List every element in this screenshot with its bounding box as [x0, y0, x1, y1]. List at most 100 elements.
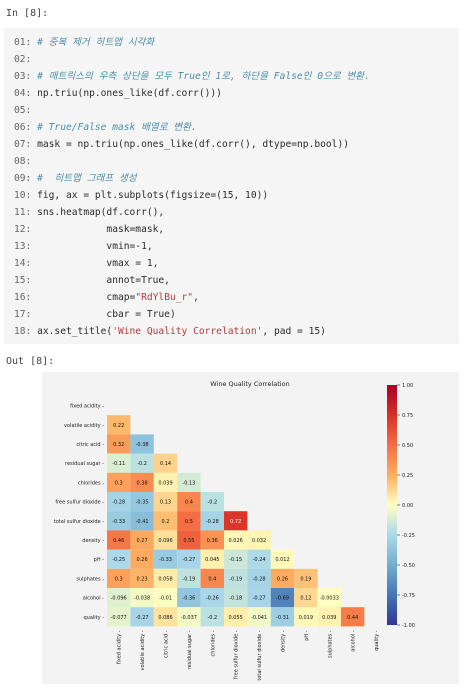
cell-value-label: 0.032	[252, 538, 266, 544]
line-number: 02:	[14, 54, 38, 65]
x-tick-label: citric acid -	[164, 630, 170, 658]
cell-value-label: -0.19	[229, 576, 242, 582]
heatmap-cell	[200, 492, 224, 512]
heatmap-cell	[107, 472, 131, 492]
code-text: annot=True,	[37, 275, 170, 286]
x-tick-label: fixed acidity -	[117, 630, 123, 664]
cell-value-label: 0.4	[185, 500, 193, 506]
heatmap-cell	[130, 549, 154, 569]
cell-value-label: 0.12	[300, 596, 311, 602]
code-line: 01: # 중복 제거 히트맵 시각화	[14, 34, 154, 52]
code-text: vmax = 1,	[37, 258, 159, 269]
code-line: 16: cmap="RdYlBu_r",	[14, 289, 199, 307]
code-line: 11: sns.heatmap(df.corr(),	[14, 204, 164, 222]
colorbar-tick-label: 0.50	[402, 443, 413, 449]
heatmap-cell	[153, 568, 178, 588]
code-text: # True/False mask 배열로 변환.	[37, 122, 197, 133]
line-number: 05:	[14, 105, 38, 116]
cell-value-label: 0.32	[113, 442, 124, 448]
line-number: 15:	[14, 275, 38, 286]
heatmap-cell	[107, 511, 131, 531]
cell-value-label: 0.55	[183, 538, 194, 544]
heatmap-cell	[107, 549, 131, 569]
chart-title: Wine Quality Correlation	[210, 380, 289, 388]
cell-value-label: 0.086	[158, 615, 172, 621]
line-number: 04:	[14, 88, 38, 99]
cell-value-label: 0.26	[277, 576, 288, 582]
cell-value-label: 0.2	[162, 519, 170, 525]
cell-value-label: -0.15	[229, 557, 242, 563]
code-line: 17: cbar = True)	[14, 306, 176, 324]
code-text: cmap="RdYlBu_r",	[37, 292, 199, 303]
heatmap-cell	[224, 568, 248, 588]
code-text: fig, ax = plt.subplots(figsize=(15, 10))	[37, 190, 269, 201]
heatmap-cell	[177, 530, 201, 550]
heatmap-cell	[270, 568, 295, 588]
cell-value-label: 0.19	[300, 576, 311, 582]
cell-value-label: -0.26	[206, 596, 219, 602]
code-cell[interactable]: 01: # 중복 제거 히트맵 시각화 02: 03: # 매트릭스의 우측 상단…	[4, 28, 459, 344]
heatmap-cell	[153, 492, 178, 512]
heatmap-cell	[107, 415, 131, 435]
cell-value-label: 0.3	[115, 480, 123, 486]
y-tick-label: residual sugar -	[65, 461, 104, 467]
colorbar	[387, 385, 397, 625]
heatmap-cell	[200, 568, 224, 588]
cell-value-label: -0.2	[207, 615, 217, 621]
heatmap-cell	[177, 549, 201, 569]
cell-value-label: -0.19	[182, 576, 195, 582]
output-area: Wine Quality Correlation 0.22 0.32 -0.38 -0…	[42, 372, 459, 684]
colorbar-tick-label: 0.25	[402, 473, 413, 479]
x-tick-label: residual sugar -	[187, 630, 193, 669]
line-number: 10:	[14, 190, 38, 201]
heatmap-cell	[107, 607, 131, 627]
cell-value-label: 0.3	[115, 576, 123, 582]
heatmap-cell	[177, 511, 201, 531]
heatmap-cell	[153, 511, 178, 531]
code-text: vmin=-1,	[37, 241, 153, 252]
y-tick-label: citric acid -	[76, 442, 104, 448]
heatmap-cell	[107, 434, 131, 454]
colorbar-tick-label: -1.00	[402, 623, 415, 629]
cell-value-label: -0.037	[181, 615, 197, 621]
heatmap-cell	[130, 588, 154, 608]
cell-value-label: -0.35	[136, 500, 149, 506]
cell-value-label: 0.14	[160, 461, 171, 467]
cell-value-label: -0.27	[136, 615, 149, 621]
code-text: # 히트맵 그래프 생성	[37, 173, 137, 184]
heatmap-cell	[247, 568, 271, 588]
heatmap-cell	[130, 453, 154, 473]
cell-value-label: 0.23	[137, 576, 148, 582]
code-line: 14: vmax = 1,	[14, 255, 158, 273]
cell-value-label: -0.41	[136, 519, 149, 525]
colorbar-tick-label: -0.50	[402, 563, 415, 569]
code-text: mask=mask,	[37, 224, 165, 235]
cell-value-label: 0.055	[229, 615, 243, 621]
cell-value-label: -0.13	[182, 480, 195, 486]
cell-value-label: 0.36	[207, 538, 218, 544]
y-tick-label: volatile acidity -	[64, 423, 104, 429]
code-line: 13: vmin=-1,	[14, 238, 153, 256]
code-line: 07: mask = np.triu(np.ones_like(df.corr(…	[14, 136, 349, 154]
cell-value-label: -0.096	[111, 596, 127, 602]
heatmap-cell	[130, 472, 154, 492]
y-tick-label: sulphates -	[76, 576, 104, 582]
line-number: 18:	[14, 326, 38, 337]
cell-value-label: 0.72	[230, 519, 241, 525]
cell-value-label: -0.38	[136, 442, 149, 448]
x-tick-label: pH -	[304, 630, 310, 641]
heatmap-cell	[107, 568, 131, 588]
code-line: 09: # 히트맵 그래프 생성	[14, 170, 137, 188]
in-prompt: In [8]:	[6, 8, 49, 19]
y-tick-label: alcohol -	[83, 596, 104, 602]
line-number: 08:	[14, 156, 38, 167]
line-number: 17:	[14, 309, 38, 320]
cell-value-label: -0.36	[182, 596, 195, 602]
code-text: # 중복 제거 히트맵 시각화	[37, 37, 155, 48]
colorbar-tick-label: -0.75	[402, 593, 415, 599]
heatmap-cell	[107, 530, 131, 550]
code-line: 08:	[14, 153, 37, 171]
code-line: 03: # 매트릭스의 우측 상단을 모두 True인 1로, 하단을 Fals…	[14, 68, 370, 86]
cell-value-label: -0.2	[207, 500, 217, 506]
heatmap-cell	[270, 588, 295, 608]
